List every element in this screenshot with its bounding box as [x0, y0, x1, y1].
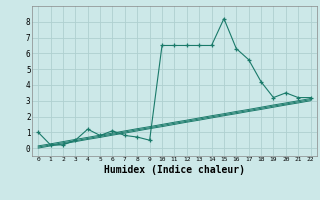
X-axis label: Humidex (Indice chaleur): Humidex (Indice chaleur): [104, 165, 245, 175]
